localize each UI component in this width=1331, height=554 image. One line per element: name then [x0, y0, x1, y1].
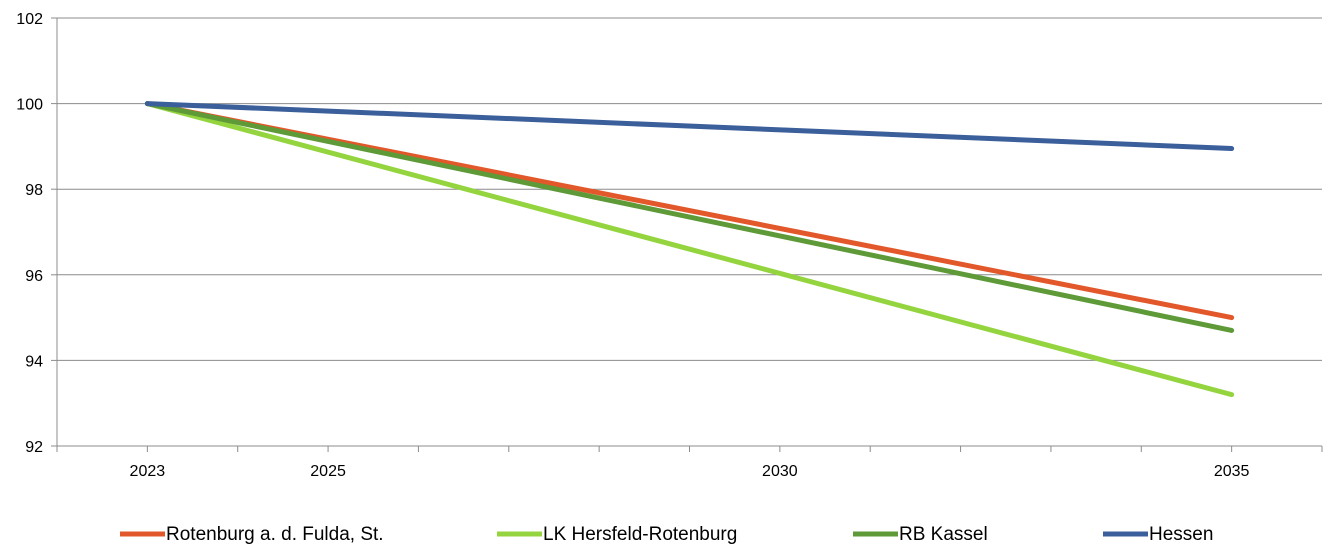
y-tick-label: 98: [25, 182, 43, 199]
y-tick-label: 94: [25, 353, 43, 370]
y-tick-label: 96: [25, 268, 43, 285]
y-tick-label: 100: [16, 97, 43, 114]
y-tick-label: 92: [25, 439, 43, 456]
x-tick-label: 2025: [310, 463, 346, 480]
y-tick-label: 102: [16, 11, 43, 28]
series-line-3: [144, 101, 1235, 333]
x-tick-label: 2023: [130, 463, 166, 480]
x-tick-label: 2030: [762, 463, 798, 480]
legend-label-4: Hessen: [1149, 524, 1213, 545]
legend-label-1: Rotenburg a. d. Fulda, St.: [166, 524, 384, 545]
legend-label-2: LK Hersfeld-Rotenburg: [543, 524, 737, 545]
series-line-2: [144, 101, 1235, 398]
series-line-4: [144, 101, 1235, 152]
x-tick-label: 2035: [1214, 463, 1250, 480]
legend-label-3: RB Kassel: [899, 524, 988, 545]
